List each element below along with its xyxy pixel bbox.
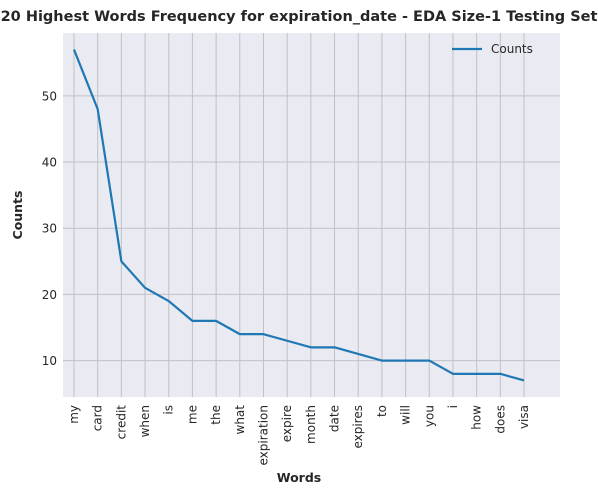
series-counts — [72, 49, 525, 382]
y-tick-label: 10 — [42, 354, 57, 368]
x-tick-label: expire — [280, 405, 294, 442]
y-tick-label: 40 — [42, 156, 57, 170]
x-tick-label: date — [328, 405, 342, 432]
y-tick-label: 50 — [42, 89, 57, 103]
x-axis-label: Words — [277, 470, 321, 485]
y-axis-label: Counts — [10, 191, 25, 240]
x-tick-label: how — [470, 405, 484, 430]
legend: Counts — [452, 42, 533, 56]
x-tick-label: you — [422, 405, 436, 427]
x-tick-label: what — [233, 405, 247, 435]
y-gridlines — [63, 95, 560, 362]
legend-label-counts: Counts — [491, 42, 533, 56]
x-tick-label: when — [138, 405, 152, 437]
series-line-counts — [72, 49, 525, 382]
y-tick-label: 20 — [42, 288, 57, 302]
x-tick-label: to — [375, 405, 389, 417]
x-tick-label: expiration — [256, 405, 270, 466]
x-axis-ticks: my card credit when is me the what expiration exp… — [67, 405, 531, 466]
y-tick-label: 30 — [42, 222, 57, 236]
x-tick-label: card — [91, 405, 105, 431]
x-gridlines — [73, 33, 525, 397]
x-tick-label: i — [446, 405, 460, 408]
x-tick-label: expires — [351, 405, 365, 449]
chart-title: 20 Highest Words Frequency for expiratio… — [1, 9, 598, 25]
x-tick-label: my — [67, 405, 81, 424]
x-tick-label: me — [185, 405, 199, 424]
x-tick-label: credit — [114, 405, 128, 440]
x-tick-label: does — [493, 405, 507, 434]
x-tick-label: is — [162, 405, 176, 415]
y-axis-ticks: 10 20 30 40 50 — [42, 89, 57, 368]
plot-area — [63, 33, 560, 397]
x-tick-label: visa — [517, 405, 531, 429]
x-tick-label: will — [399, 405, 413, 425]
x-tick-label: month — [304, 405, 318, 444]
x-tick-label: the — [209, 405, 223, 425]
